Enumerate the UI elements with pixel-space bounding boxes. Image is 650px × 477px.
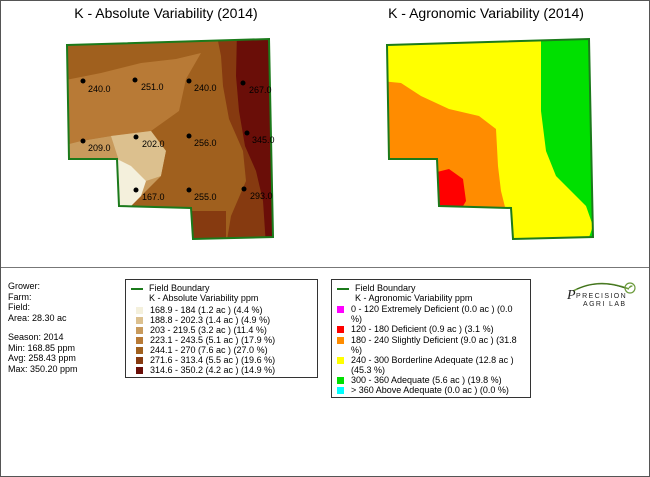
sample-point <box>186 187 192 193</box>
legend-swatch <box>337 306 344 313</box>
legend-item: 188.8 - 202.3 (1.4 ac ) (4.9 %) <box>136 315 270 325</box>
sample-label: 267.0 <box>249 85 272 95</box>
legend-item: 180 - 240 Slightly Deficient (9.0 ac ) (… <box>337 335 522 355</box>
legend-heading-row: K - Absolute Variability ppm <box>149 293 258 303</box>
legend-swatch <box>136 347 143 354</box>
min-value: Min: 168.85 ppm <box>8 342 76 353</box>
legend-item-label: 240 - 300 Borderline Adequate (12.8 ac )… <box>351 355 514 375</box>
sample-label: 255.0 <box>194 192 217 202</box>
legend-item: > 360 Above Adequate (0.0 ac ) (0.0 %) <box>337 385 522 395</box>
farm-label: Farm: <box>8 291 32 302</box>
section-divider <box>1 267 649 268</box>
legend-item: 314.6 - 350.2 (4.2 ac ) (14.9 %) <box>136 365 275 375</box>
sample-point <box>80 138 86 144</box>
logo-text-line2: AGRI LAB <box>583 301 627 308</box>
sample-label: 345.0 <box>252 135 275 145</box>
legend-item-label: 223.1 - 243.5 (5.1 ac ) (17.9 %) <box>150 335 276 345</box>
legend-item-label: 203 - 219.5 (3.2 ac ) (11.4 %) <box>150 325 267 335</box>
absolute-variability-zones <box>67 39 273 239</box>
legend-item-label: > 360 Above Adequate (0.0 ac ) (0.0 %) <box>351 385 509 395</box>
precision-agri-lab-logo: P PRECISION AGRI LAB <box>566 282 636 308</box>
agronomic-legend: Field Boundary K - Agronomic Variability… <box>331 279 531 398</box>
sample-point <box>241 186 247 192</box>
avg-value: Avg: 258.43 ppm <box>8 353 76 363</box>
sample-point <box>80 78 86 84</box>
legend-item: 271.6 - 313.4 (5.5 ac ) (19.6 %) <box>136 355 275 365</box>
legend-swatch <box>337 377 344 384</box>
area-value: Area: 28.30 ac <box>8 312 67 323</box>
legend-item: 0 - 120 Extremely Deficient (0.0 ac ) (0… <box>337 304 522 324</box>
sample-label: 240.0 <box>88 84 111 94</box>
boundary-line-symbol <box>131 288 143 290</box>
legend-item: 223.1 - 243.5 (5.1 ac ) (17.9 %) <box>136 335 275 345</box>
sample-label: 293.0 <box>250 191 273 201</box>
legend-item-label: 300 - 360 Adequate (5.6 ac ) (19.8 %) <box>351 375 502 385</box>
absolute-legend: Field Boundary K - Absolute Variability … <box>125 279 318 378</box>
legend-item: 240 - 300 Borderline Adequate (12.8 ac )… <box>337 355 522 375</box>
legend-item: 120 - 180 Deficient (0.9 ac ) (3.1 %) <box>337 324 522 334</box>
legend-boundary-row: Field Boundary <box>131 283 210 293</box>
sample-label: 240.0 <box>194 83 217 93</box>
legend-item: 244.1 - 270 (7.6 ac ) (27.0 %) <box>136 345 268 355</box>
legend-item-label: 168.9 - 184 (1.2 ac ) (4.4 %) <box>150 305 263 315</box>
sample-points <box>80 77 250 193</box>
legend-boundary-row: Field Boundary <box>337 283 416 293</box>
legend-swatch <box>337 357 344 364</box>
field-info: Grower: Farm: Field: Area: 28.30 ac Seas… <box>8 281 78 374</box>
sample-point <box>132 77 138 83</box>
legend-swatch <box>337 326 344 333</box>
legend-swatch <box>136 327 143 334</box>
field-label: Field: <box>8 302 31 312</box>
sample-labels: 240.0 251.0 240.0 267.0 209.0 202.0 256.… <box>88 82 275 202</box>
legend-swatch <box>136 357 143 364</box>
legend-boundary-label: Field Boundary <box>149 283 210 293</box>
sample-label: 256.0 <box>194 138 217 148</box>
agronomic-variability-zones <box>387 39 593 239</box>
sample-point <box>186 78 192 84</box>
legend-item: 300 - 360 Adequate (5.6 ac ) (19.8 %) <box>337 375 522 385</box>
sample-point <box>133 187 139 193</box>
left-field-boundary <box>65 37 275 241</box>
absolute-variability-map: 240.0 251.0 240.0 267.0 209.0 202.0 256.… <box>65 37 595 241</box>
sample-point <box>133 134 139 140</box>
legend-item-label: 314.6 - 350.2 (4.2 ac ) (14.9 %) <box>150 365 276 375</box>
legend-swatch <box>136 317 143 324</box>
legend-swatch <box>337 387 344 394</box>
legend-item-label: 180 - 240 Slightly Deficient (9.0 ac ) (… <box>351 335 517 355</box>
legend-item-label: 120 - 180 Deficient (0.9 ac ) (3.1 %) <box>351 324 494 334</box>
legend-swatch <box>136 367 143 374</box>
logo-text-line1: PRECISION <box>576 293 627 300</box>
legend-swatch <box>136 337 143 344</box>
sample-point <box>244 130 250 136</box>
sample-point <box>240 80 246 86</box>
right-map-title: K - Agronomic Variability (2014) <box>388 5 584 21</box>
max-value: Max: 350.20 ppm <box>8 363 78 374</box>
legend-item-label: 244.1 - 270 (7.6 ac ) (27.0 %) <box>150 345 268 355</box>
legend-boundary-label: Field Boundary <box>355 283 416 293</box>
right-field-boundary <box>385 37 595 241</box>
season-value: Season: 2014 <box>8 332 64 342</box>
grower-label: Grower: <box>8 281 41 291</box>
boundary-line-symbol <box>337 288 349 290</box>
legend-item-label: 271.6 - 313.4 (5.5 ac ) (19.6 %) <box>150 355 276 365</box>
legend-item-label: 188.8 - 202.3 (1.4 ac ) (4.9 %) <box>150 315 271 325</box>
sample-label: 251.0 <box>141 82 164 92</box>
legend-swatch <box>337 337 344 344</box>
sample-point <box>186 133 192 139</box>
sample-label: 209.0 <box>88 143 111 153</box>
sample-label: 167.0 <box>142 192 165 202</box>
legend-item-label: 0 - 120 Extremely Deficient (0.0 ac ) (0… <box>351 304 513 324</box>
legend-swatch <box>136 307 143 314</box>
legend-heading: K - Agronomic Variability ppm <box>355 293 473 303</box>
svg-text:P: P <box>566 288 576 303</box>
legend-heading-row: K - Agronomic Variability ppm <box>355 293 472 303</box>
legend-item: 203 - 219.5 (3.2 ac ) (11.4 %) <box>136 325 267 335</box>
legend-heading: K - Absolute Variability ppm <box>149 293 259 303</box>
left-map-title: K - Absolute Variability (2014) <box>74 5 258 21</box>
legend-item: 168.9 - 184 (1.2 ac ) (4.4 %) <box>136 305 263 315</box>
sample-label: 202.0 <box>142 139 165 149</box>
